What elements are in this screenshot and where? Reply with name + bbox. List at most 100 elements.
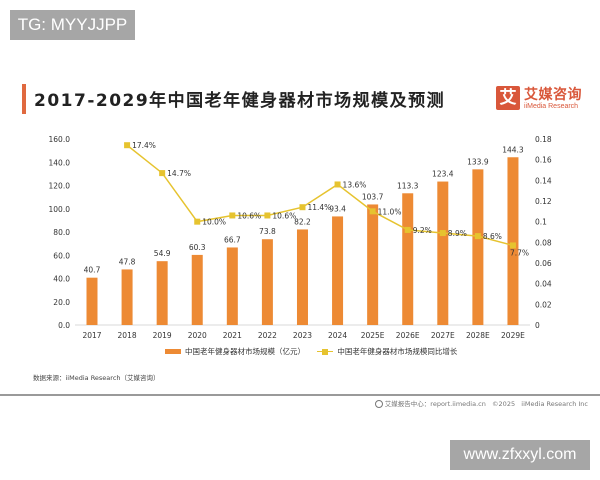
legend-bar-label: 中国老年健身器材市场规模（亿元） [185, 347, 305, 356]
line-point-marker [334, 181, 341, 188]
left-axis-tick-label: 100.0 [49, 205, 71, 214]
left-axis-tick-label: 160.0 [49, 135, 71, 144]
x-axis-tick-label: 2022 [258, 331, 277, 340]
footer-company: iiMedia Research Inc [521, 400, 588, 408]
x-axis-tick-label: 2027E [431, 331, 455, 340]
report-center-icon [374, 400, 383, 408]
x-axis: 2017 2018 2019 2020 2021 2022 2023 2024 2025E 202… [82, 331, 525, 340]
line-point-marker [404, 226, 411, 233]
bar-data-label: 73.8 [259, 227, 276, 236]
left-axis-tick-label: 0.0 [58, 321, 70, 330]
line-point-marker [369, 208, 376, 215]
left-axis: 0.0 20.0 40.0 60.0 80.0 100.0 120.0 140.0 160.0 [49, 135, 71, 330]
x-axis-tick-label: 2019 [153, 331, 172, 340]
left-axis-tick-label: 20.0 [53, 298, 70, 307]
line-point-marker [439, 230, 446, 237]
right-axis-tick-label: 0.02 [535, 300, 552, 309]
footer: 艾媒报告中心：report.iimedia.cn ©2025 iiMedia R… [374, 398, 588, 408]
bar-data-label: 103.7 [362, 192, 384, 201]
x-axis-tick-label: 2018 [118, 331, 137, 340]
line-data-label: 7.7% [510, 248, 529, 257]
legend: 中国老年健身器材市场规模（亿元） 中国老年健身器材市场规模同比增长 [165, 346, 457, 357]
footer-divider [0, 394, 600, 396]
line-data-label: 10.6% [272, 211, 296, 220]
legend-line-label: 中国老年健身器材市场规模同比增长 [337, 347, 458, 356]
right-axis-tick-label: 0.06 [535, 259, 552, 268]
bar-data-label: 144.3 [502, 145, 524, 154]
line-point-marker [509, 242, 516, 249]
x-axis-tick-label: 2026E [396, 331, 420, 340]
bar-data-label: 40.7 [84, 266, 101, 275]
line-data-label: 9.2% [413, 226, 432, 235]
bar-series [86, 157, 519, 325]
watermark-top: TG: MYYJJPP [10, 10, 135, 40]
line-data-label: 14.7% [167, 169, 191, 178]
bar-data-label: 66.7 [224, 235, 241, 244]
line-data-labels: 17.4% 14.7% 10.0% 10.6% 10.6% 11.4% 13.6% 11.0%… [132, 141, 529, 257]
bar-data-label: 93.4 [329, 204, 346, 213]
growth-line [126, 144, 514, 247]
line-point-marker [474, 233, 481, 240]
line-series [124, 142, 516, 249]
bar-data-labels: 40.7 47.8 54.9 60.3 66.7 73.8 82.2 93.4 103.7 113… [84, 145, 524, 274]
chart-title: 2017-2029年中国老年健身器材市场规模及预测 [34, 91, 446, 111]
x-axis-tick-label: 2020 [188, 331, 207, 340]
right-axis-tick-label: 0.04 [535, 280, 552, 289]
bar [472, 169, 484, 325]
bar-data-label: 113.3 [397, 181, 419, 190]
line-data-label: 13.6% [343, 180, 367, 189]
footer-copyright: ©2025 [492, 400, 516, 408]
right-axis-tick-label: 0.1 [535, 218, 547, 227]
data-source: 数据来源：iiMedia Research（艾媒咨询） [33, 374, 160, 382]
line-point-marker [299, 204, 306, 211]
right-axis: 0 0.02 0.04 0.06 0.08 0.1 0.12 0.14 0.16 0.18 [535, 135, 552, 330]
line-point-marker [194, 218, 201, 225]
right-axis-tick-label: 0.12 [535, 197, 552, 206]
bar-data-label: 60.3 [189, 243, 206, 252]
right-axis-tick-label: 0.08 [535, 238, 552, 247]
line-data-label: 17.4% [132, 141, 156, 150]
bar [332, 216, 344, 325]
right-axis-tick-label: 0 [535, 321, 540, 330]
bar [437, 181, 449, 325]
line-point-marker [159, 170, 166, 177]
line-point-marker [264, 212, 271, 219]
line-data-label: 10.6% [237, 211, 261, 220]
bar [402, 193, 414, 325]
left-axis-tick-label: 140.0 [49, 158, 71, 167]
right-axis-tick-label: 0.18 [535, 135, 552, 144]
line-point-marker [229, 212, 236, 219]
bar [191, 254, 203, 325]
bar [121, 269, 133, 325]
legend-line-swatch [317, 348, 334, 355]
bar [296, 229, 308, 325]
bar-data-label: 123.4 [432, 170, 454, 179]
line-data-label: 8.9% [448, 229, 467, 238]
bar [261, 239, 273, 325]
left-axis-tick-label: 120.0 [49, 182, 71, 191]
left-axis-tick-label: 60.0 [53, 251, 70, 260]
x-axis-tick-label: 2023 [293, 331, 312, 340]
bar-data-label: 47.8 [119, 257, 136, 266]
watermark-bottom: www.zfxxyl.com [450, 440, 590, 470]
left-axis-tick-label: 80.0 [53, 228, 70, 237]
right-axis-tick-label: 0.14 [535, 176, 552, 185]
x-axis-tick-label: 2028E [466, 331, 490, 340]
x-axis-tick-label: 2029E [501, 331, 525, 340]
bar [507, 157, 519, 325]
x-axis-tick-label: 2024 [328, 331, 347, 340]
title-accent-bar [22, 84, 26, 114]
logo-icon: 艾 [496, 86, 520, 110]
line-data-label: 10.0% [202, 218, 226, 227]
bar [156, 261, 168, 325]
bar-data-label: 54.9 [154, 249, 171, 258]
line-data-label: 8.6% [483, 232, 502, 241]
legend-bar-swatch [165, 349, 181, 354]
bar-data-label: 133.9 [467, 157, 489, 166]
line-point-marker [124, 142, 131, 149]
right-axis-tick-label: 0.16 [535, 156, 552, 165]
x-axis-tick-label: 2025E [361, 331, 385, 340]
bar-data-label: 82.2 [294, 217, 311, 226]
line-data-label: 11.0% [378, 207, 402, 216]
